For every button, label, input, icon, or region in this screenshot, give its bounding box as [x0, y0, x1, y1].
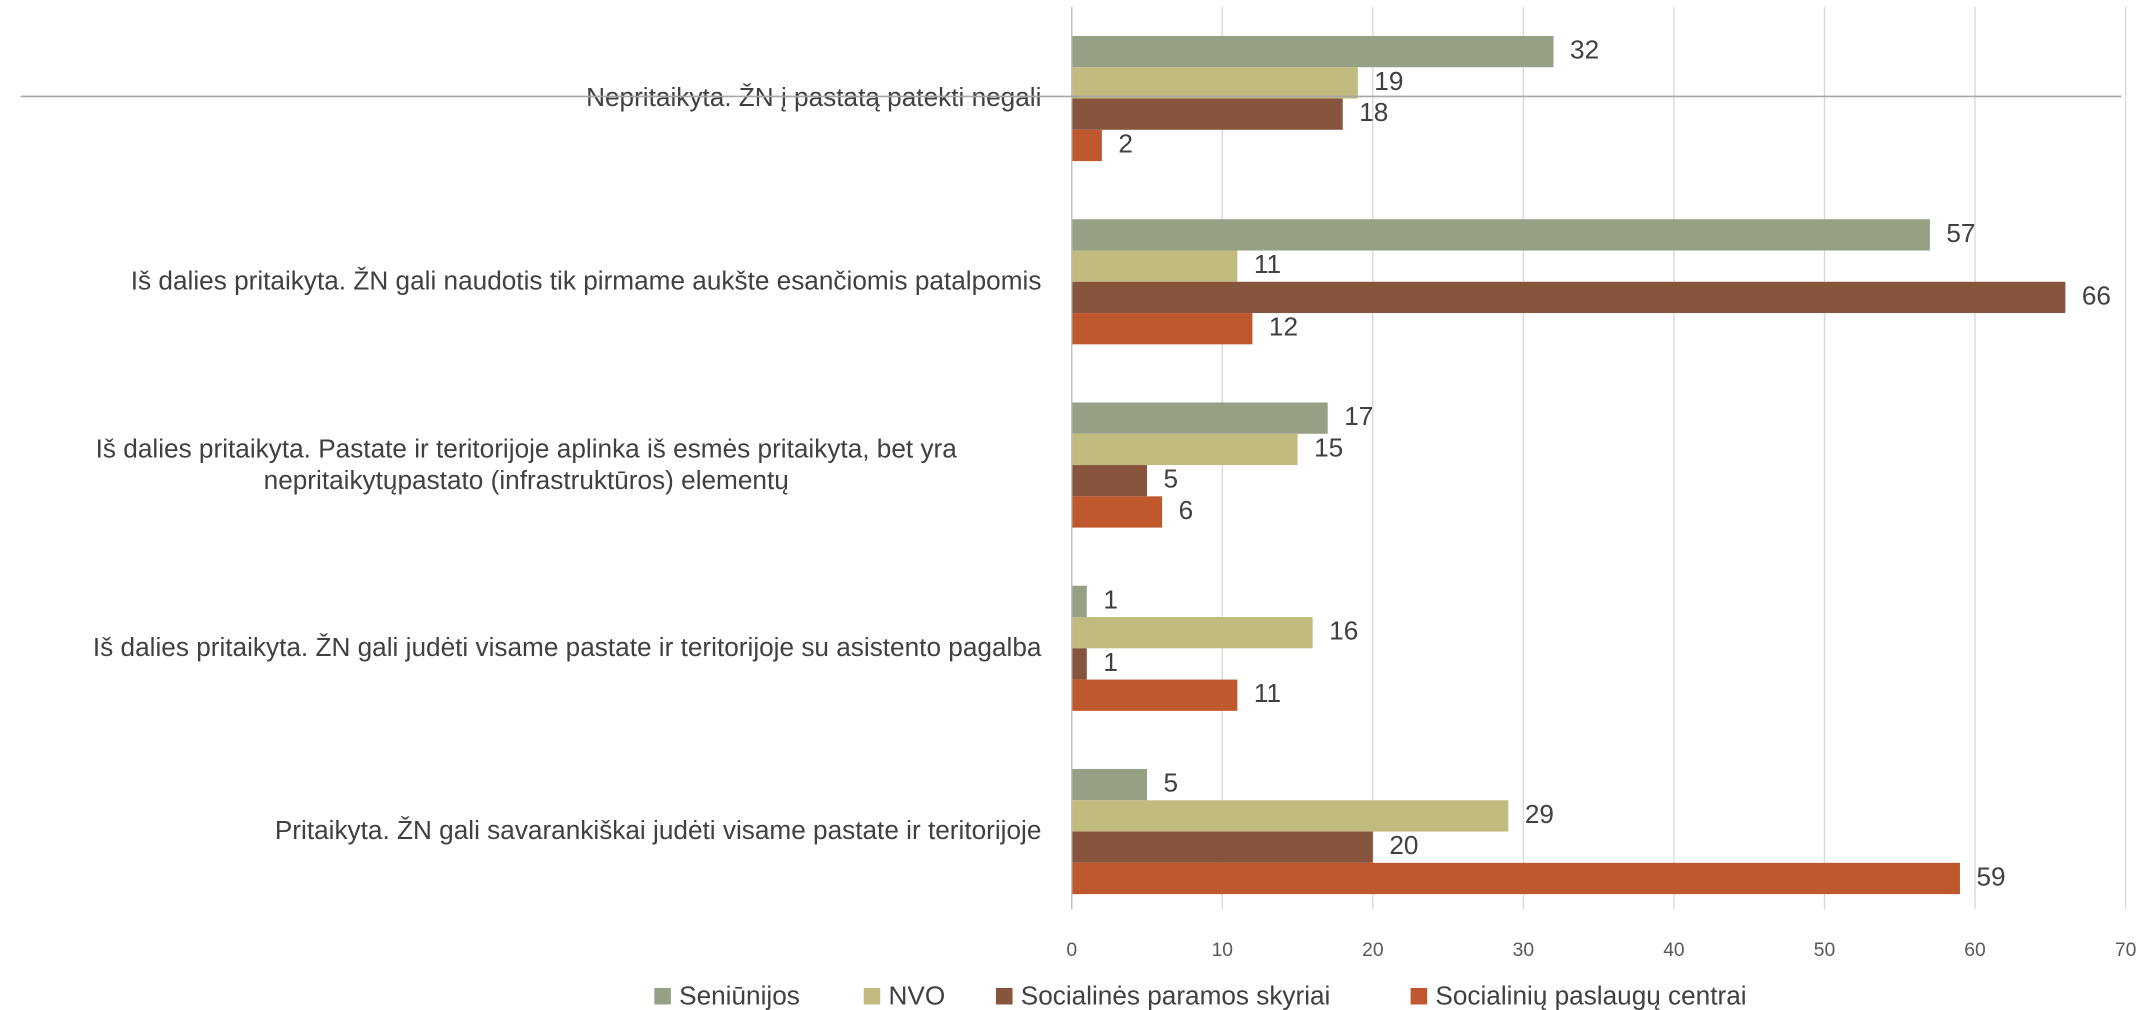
category-label-box: Iš dalies pritaikyta. ŽN gali judėti vis… [11, 557, 1042, 740]
x-tick-label: 30 [1513, 940, 1534, 961]
legend-label: Socialinės paramos skyriai [1021, 981, 1331, 1010]
data-label: 19 [1374, 66, 1403, 96]
data-label: 6 [1179, 495, 1194, 525]
bar [1071, 585, 1087, 618]
data-label: 11 [1254, 678, 1281, 708]
legend-label: Socialinių paslaugų centrai [1435, 981, 1746, 1010]
bar [1071, 465, 1148, 497]
x-tick-label: 40 [1663, 940, 1684, 961]
bar [1071, 250, 1238, 282]
bar [1071, 831, 1373, 863]
data-label: 20 [1389, 830, 1418, 860]
bar [1071, 281, 2066, 314]
y-tick-label: Iš dalies pritaikyta. Pastate ir teritor… [95, 434, 957, 496]
bar [1071, 129, 1102, 162]
x-tick-label: 10 [1212, 940, 1233, 961]
bar [1071, 769, 1148, 801]
bar [1071, 679, 1238, 711]
legend-swatch [995, 987, 1013, 1005]
x-tick-label: 70 [2115, 940, 2136, 961]
legend-swatch [863, 987, 881, 1005]
category-label-wrap: Nepritaikyta. ŽN į pastatą patekti negal… [11, 7, 1041, 190]
bar [1071, 67, 1358, 99]
bar [1071, 219, 1930, 251]
bar [1071, 862, 1960, 895]
data-label: 17 [1344, 401, 1373, 431]
x-tick-label: 0 [1066, 940, 1077, 961]
category-label-wrap: Iš dalies pritaikyta. Pastate ir teritor… [11, 373, 1041, 556]
legend-label: Seniūnijos [679, 981, 800, 1010]
y-tick-label: Iš dalies pritaikyta. ŽN gali judėti vis… [92, 633, 1042, 663]
data-label: 32 [1570, 35, 1599, 65]
data-label: 57 [1946, 218, 1975, 248]
y-tick-label: Iš dalies pritaikyta. ŽN gali naudotis t… [130, 267, 1042, 297]
bar [1071, 402, 1328, 434]
data-label: 5 [1164, 768, 1179, 798]
bar [1071, 433, 1298, 466]
data-label: 16 [1329, 616, 1358, 646]
data-label: 1 [1103, 584, 1118, 614]
y-tick-label: Nepritaikyta. ŽN į pastatą patekti negal… [586, 84, 1042, 113]
bar [1071, 617, 1313, 649]
data-label: 5 [1164, 464, 1179, 494]
y-tick-label: Pritaikyta. ŽN gali savarankiškai judėti… [274, 817, 1042, 847]
data-label: 59 [1977, 861, 2006, 891]
category-label-box: Iš dalies pritaikyta. Pastate ir teritor… [11, 373, 1041, 556]
data-label: 1 [1103, 647, 1118, 677]
data-label: 2 [1118, 128, 1133, 158]
data-label: 29 [1525, 799, 1554, 829]
bar [1071, 496, 1163, 528]
legend-swatch [1410, 987, 1428, 1005]
data-label: 11 [1254, 249, 1281, 279]
category-label-wrap: Pritaikyta. ŽN gali savarankiškai judėti… [11, 740, 1042, 923]
data-label: 18 [1359, 97, 1388, 127]
legend-swatch [654, 987, 671, 1005]
bar [1071, 98, 1343, 130]
x-tick-label: 50 [1814, 940, 1835, 961]
category-label-box: Pritaikyta. ŽN gali savarankiškai judėti… [11, 740, 1042, 923]
data-label: 12 [1269, 312, 1298, 342]
category-label-wrap: Iš dalies pritaikyta. ŽN gali judėti vis… [11, 557, 1042, 740]
bar [1071, 800, 1509, 832]
x-tick-label: 20 [1362, 940, 1383, 961]
category-label-box: Iš dalies pritaikyta. ŽN gali naudotis t… [11, 190, 1042, 373]
bar [1071, 648, 1087, 680]
category-label-wrap: Iš dalies pritaikyta. ŽN gali naudotis t… [11, 190, 1042, 373]
bar [1071, 35, 1554, 68]
x-tick-label: 60 [1964, 940, 1985, 961]
legend-label: NVO [889, 981, 946, 1010]
data-label: 15 [1314, 432, 1343, 462]
category-label-box: Nepritaikyta. ŽN į pastatą patekti negal… [11, 7, 1041, 190]
data-label: 66 [2082, 280, 2111, 310]
bar [1071, 313, 1253, 345]
